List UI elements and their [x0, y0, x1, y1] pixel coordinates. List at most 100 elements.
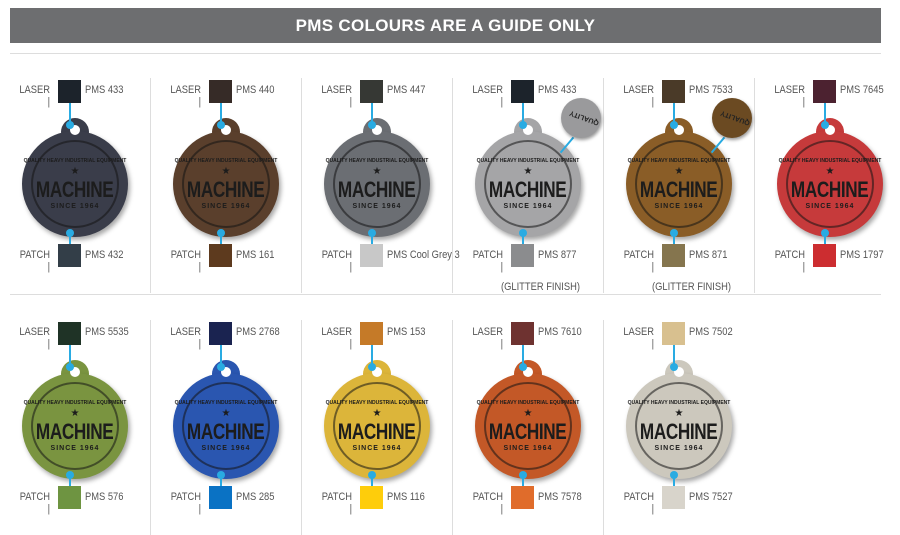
colour-option: LASER | PMS 2768 QUALITY HEAVY INDUSTRIA…	[151, 320, 302, 535]
laser-pms: PMS 7533	[689, 84, 733, 96]
laser-pointer-line	[371, 345, 373, 367]
badge-hole	[523, 367, 533, 377]
patch-pointer-line	[522, 475, 524, 487]
badge-arc-text: QUALITY HEAVY INDUSTRIAL EQUIPMENT	[627, 400, 731, 406]
laser-pointer-line	[522, 103, 524, 125]
badge-arc-text: QUALITY HEAVY INDUSTRIAL EQUIPMENT	[778, 158, 882, 164]
patch-label: PATCH |	[623, 249, 654, 273]
laser-pointer-dot	[821, 121, 829, 129]
badge-hole	[221, 125, 231, 135]
laser-pointer-dot	[368, 363, 376, 371]
patch-pointer-line	[220, 233, 222, 245]
badge-since: SINCE 1964	[805, 203, 855, 210]
colour-option: LASER | PMS 5535 QUALITY HEAVY INDUSTRIA…	[0, 320, 151, 535]
page-title: PMS COLOURS ARE A GUIDE ONLY	[10, 8, 881, 43]
patch-pointer-line	[371, 475, 373, 487]
badge-image: QUALITY HEAVY INDUSTRIAL EQUIPMENT ★ MAC…	[777, 131, 883, 237]
badge-since: SINCE 1964	[503, 203, 553, 210]
badge-hole	[221, 367, 231, 377]
patch-swatch	[209, 486, 232, 509]
patch-label: PATCH |	[623, 491, 654, 515]
star-icon: ★	[372, 166, 382, 177]
patch-swatch	[511, 486, 534, 509]
badge-name: MACHINE	[187, 419, 265, 444]
laser-label: LASER |	[774, 84, 805, 108]
laser-label: LASER |	[321, 84, 352, 108]
badge-since: SINCE 1964	[352, 445, 402, 452]
laser-pms: PMS 447	[387, 84, 426, 96]
patch-label: PATCH |	[170, 491, 201, 515]
laser-swatch	[360, 322, 383, 345]
badge-name: MACHINE	[640, 419, 718, 444]
badge-name: MACHINE	[640, 177, 718, 202]
badge-name: MACHINE	[187, 177, 265, 202]
patch-label: PATCH |	[472, 491, 503, 515]
patch-swatch	[813, 244, 836, 267]
patch-swatch	[58, 486, 81, 509]
star-icon: ★	[70, 166, 80, 177]
badge-image: QUALITY HEAVY INDUSTRIAL EQUIPMENT ★ MAC…	[626, 373, 732, 479]
laser-pointer-dot	[368, 121, 376, 129]
patch-pms: PMS 1797	[840, 249, 884, 261]
patch-pms: PMS 285	[236, 491, 275, 503]
badge-arc-text: QUALITY HEAVY INDUSTRIAL EQUIPMENT	[325, 158, 429, 164]
badge-hole	[674, 125, 684, 135]
patch-pointer-line	[69, 475, 71, 487]
laser-pms: PMS 7502	[689, 326, 733, 338]
laser-label: LASER |	[170, 84, 201, 108]
laser-swatch	[662, 80, 685, 103]
badge-since: SINCE 1964	[503, 445, 553, 452]
laser-pointer-line	[522, 345, 524, 367]
colour-option: LASER | PMS 433 QUALITY HEAVY INDUSTRIAL…	[453, 78, 604, 293]
badge-hole	[372, 367, 382, 377]
laser-swatch	[360, 80, 383, 103]
badge-since: SINCE 1964	[352, 203, 402, 210]
patch-swatch	[360, 244, 383, 267]
star-icon: ★	[674, 408, 684, 419]
badge-name: MACHINE	[489, 177, 567, 202]
laser-pointer-dot	[66, 121, 74, 129]
badge-since: SINCE 1964	[654, 203, 704, 210]
badge-image: QUALITY HEAVY INDUSTRIAL EQUIPMENT ★ MAC…	[324, 131, 430, 237]
badge-name: MACHINE	[338, 419, 416, 444]
patch-pointer-line	[673, 233, 675, 245]
patch-pointer-line	[220, 475, 222, 487]
patch-label: PATCH |	[472, 249, 503, 273]
patch-pms: PMS 432	[85, 249, 124, 261]
colour-option: LASER | PMS 433 QUALITY HEAVY INDUSTRIAL…	[0, 78, 151, 293]
badge-arc-text: QUALITY HEAVY INDUSTRIAL EQUIPMENT	[174, 158, 278, 164]
badge-name: MACHINE	[791, 177, 869, 202]
colour-option: LASER | PMS 153 QUALITY HEAVY INDUSTRIAL…	[302, 320, 453, 535]
laser-label: LASER |	[321, 326, 352, 350]
star-icon: ★	[221, 408, 231, 419]
laser-label: LASER |	[472, 326, 503, 350]
colour-row-1: LASER | PMS 433 QUALITY HEAVY INDUSTRIAL…	[0, 78, 900, 293]
patch-pms: PMS Cool Grey 3	[387, 249, 460, 261]
laser-label: LASER |	[19, 84, 50, 108]
laser-swatch	[511, 80, 534, 103]
badge-image: QUALITY HEAVY INDUSTRIAL EQUIPMENT ★ MAC…	[22, 373, 128, 479]
laser-pms: PMS 5535	[85, 326, 129, 338]
laser-pms: PMS 7610	[538, 326, 582, 338]
patch-pms: PMS 116	[387, 491, 425, 503]
badge-since: SINCE 1964	[201, 203, 251, 210]
patch-swatch	[662, 486, 685, 509]
laser-pointer-line	[371, 103, 373, 125]
patch-pms: PMS 7527	[689, 491, 733, 503]
colour-option: LASER | PMS 447 QUALITY HEAVY INDUSTRIAL…	[302, 78, 460, 293]
laser-pointer-line	[69, 345, 71, 367]
badge-hole	[674, 367, 684, 377]
finish-note: (GLITTER FINISH)	[501, 281, 580, 293]
colour-option: LASER | PMS 7502 QUALITY HEAVY INDUSTRIA…	[604, 320, 755, 535]
glitter-closeup-image: QUALITY	[712, 98, 752, 138]
badge-arc-text: QUALITY HEAVY INDUSTRIAL EQUIPMENT	[476, 400, 580, 406]
laser-pms: PMS 433	[538, 84, 577, 96]
laser-pointer-line	[69, 103, 71, 125]
laser-label: LASER |	[623, 326, 654, 350]
laser-swatch	[209, 322, 232, 345]
star-icon: ★	[221, 166, 231, 177]
badge-image: QUALITY HEAVY INDUSTRIAL EQUIPMENT ★ MAC…	[475, 373, 581, 479]
badge-hole	[825, 125, 835, 135]
badge-arc-text: QUALITY HEAVY INDUSTRIAL EQUIPMENT	[476, 158, 580, 164]
laser-swatch	[813, 80, 836, 103]
